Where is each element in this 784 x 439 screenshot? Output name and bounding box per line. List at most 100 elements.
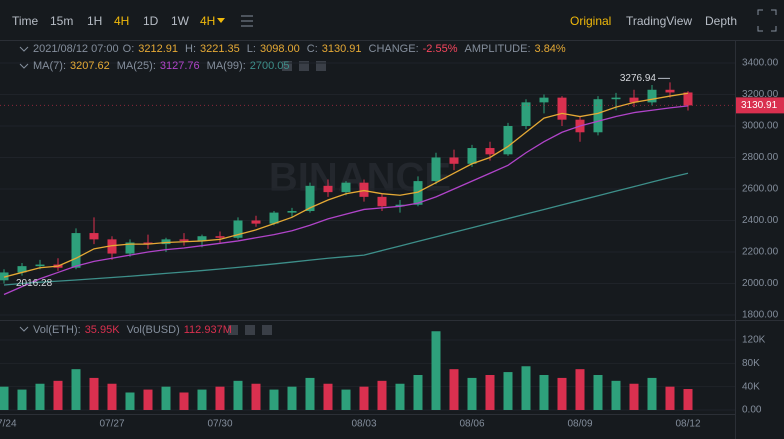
field-label: O: <box>122 43 135 55</box>
vol-value: 112.937M <box>183 324 232 336</box>
interval-button[interactable]: 4H <box>200 14 216 28</box>
vol-tick-label: 80K <box>742 358 760 369</box>
volume-bar <box>359 386 369 410</box>
view-button[interactable]: Depth <box>705 14 738 28</box>
ohlc-row: 2021/08/12 07:00 O: 3212.91 H: 3221.35 L: 3098… <box>33 42 569 56</box>
ma-legend-label: MA(7): <box>33 60 66 72</box>
field-label: C: <box>306 43 318 55</box>
vol-label: Vol(BUSD) <box>126 324 180 336</box>
volume-bar <box>539 375 549 410</box>
candle-body <box>161 239 171 245</box>
volume-bar <box>179 392 189 410</box>
vol-tick-label: 120K <box>742 335 766 346</box>
interval-button[interactable]: 15m <box>50 14 74 28</box>
candle-body <box>269 212 279 224</box>
candle-body <box>197 236 207 241</box>
volume-bar <box>341 389 351 410</box>
interval-button[interactable]: 1H <box>87 14 103 28</box>
collapse-arrow[interactable] <box>19 63 29 69</box>
interval-button[interactable]: 1D <box>143 14 159 28</box>
candle-body <box>503 125 513 155</box>
ma-icons[interactable] <box>282 61 326 71</box>
collapse-arrow[interactable] <box>19 46 29 52</box>
view-button[interactable]: TradingView <box>626 14 693 28</box>
field-label: H: <box>185 43 197 55</box>
ma-legend-label: MA(25): <box>116 60 156 72</box>
volume-bar <box>197 389 207 410</box>
candle-body <box>179 239 189 241</box>
collapse-arrow[interactable] <box>19 326 29 332</box>
candle-body <box>215 236 225 238</box>
candle-body <box>71 233 81 268</box>
y-tick-label: 3000.00 <box>742 121 779 132</box>
settings-icon[interactable] <box>241 15 253 27</box>
volume-bar <box>53 380 63 410</box>
volume-bar <box>0 386 9 410</box>
dropdown-arrow[interactable] <box>217 18 225 23</box>
candle-body <box>467 148 477 164</box>
volume-bar <box>89 377 99 410</box>
field-value: 3098.00 <box>259 43 300 55</box>
y-tick-label: 3200.00 <box>742 89 779 100</box>
volume-bar <box>377 380 387 410</box>
x-tick-label: 08/03 <box>351 419 376 430</box>
volume-bar <box>71 369 81 410</box>
candle-body <box>359 182 369 197</box>
candle-body <box>683 92 693 106</box>
datetime: 2021/08/12 07:00 <box>33 43 119 55</box>
volume-bar <box>233 380 243 410</box>
volume-bar <box>305 377 315 410</box>
volume-bar <box>611 380 621 410</box>
volume-bar <box>251 383 261 410</box>
volume-bar <box>215 386 225 410</box>
ma-legend-value: 3207.62 <box>70 60 110 72</box>
candle-body <box>557 97 567 120</box>
x-tick-label: 07/30 <box>207 419 232 430</box>
volume-bar <box>521 366 531 410</box>
field-value: 3212.91 <box>138 43 179 55</box>
candle-body <box>629 97 639 103</box>
interval-button[interactable]: 1W <box>171 14 189 28</box>
view-button[interactable]: Original <box>570 14 612 28</box>
ma-line <box>3 105 689 296</box>
ma-line <box>3 92 689 278</box>
volume-bar <box>647 377 657 410</box>
vol-tick-label: 0.00 <box>742 405 762 416</box>
candle-body <box>0 272 9 281</box>
volume-bar <box>449 369 459 410</box>
candle-body <box>341 182 351 193</box>
candle-body <box>287 211 297 213</box>
vol-row: Vol(ETH): 35.95K Vol(BUSD) 112.937M <box>33 323 235 337</box>
x-tick-label: 08/12 <box>675 419 700 430</box>
ma-line <box>3 172 689 286</box>
vol-label: Vol(ETH): <box>33 324 81 336</box>
volume-bar <box>323 383 333 410</box>
candle-body <box>539 97 549 103</box>
last-price-tag: 3130.91 <box>741 100 778 111</box>
volume-bar <box>503 372 513 410</box>
volume-bar <box>17 389 27 410</box>
y-tick-label: 3400.00 <box>742 58 779 69</box>
volume-bar <box>629 383 639 410</box>
interval-button[interactable]: 4H <box>114 14 130 28</box>
candle-body <box>251 220 261 224</box>
vol-value: 35.95K <box>84 324 120 336</box>
ma-row: MA(7): 3207.62 MA(25): 3127.76 MA(99): 2700.0… <box>33 59 293 73</box>
volume-bar <box>107 383 117 410</box>
volume-bar <box>467 377 477 410</box>
volume-bar <box>143 389 153 410</box>
volume-bar <box>557 377 567 410</box>
candle-body <box>395 204 405 207</box>
x-tick-label: 07/24 <box>0 419 17 430</box>
vol-icons[interactable] <box>228 325 272 335</box>
ma99-label: 2016.28 <box>16 278 53 289</box>
fullscreen-icon[interactable] <box>757 9 777 32</box>
candle-body <box>611 97 621 100</box>
volume-bar <box>431 331 441 410</box>
candle-body <box>431 157 441 182</box>
candle-body <box>323 185 333 193</box>
volume-bar <box>287 386 297 410</box>
interval-button[interactable]: Time <box>12 14 39 28</box>
last-price-tag-bg <box>736 97 784 114</box>
